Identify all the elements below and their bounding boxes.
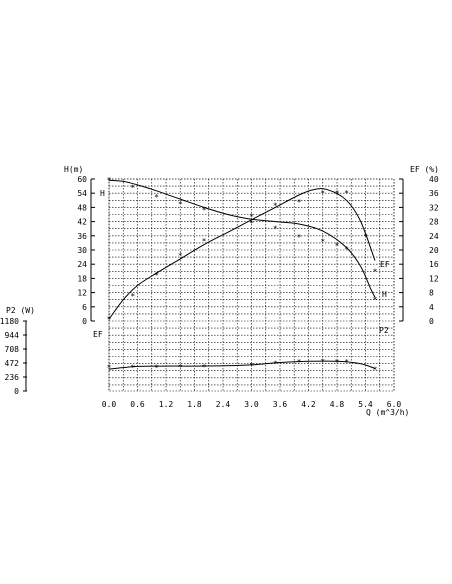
- data-point-h: *: [297, 233, 302, 242]
- head-curve-end-label: H: [382, 290, 387, 299]
- power-axis-title: P2 (W): [6, 306, 35, 315]
- efficiency-axis-tick-label: 36: [429, 189, 439, 198]
- efficiency-axis-tick-label: 12: [429, 274, 439, 283]
- x-axis-tick-label: 1.2: [159, 400, 174, 409]
- series-line-ef: [108, 188, 376, 320]
- data-point-ef: *: [178, 251, 183, 260]
- head-axis-tick-label: 12: [77, 289, 87, 298]
- head-axis-tick-label: 54: [77, 189, 87, 198]
- power-axis-tick-label: 708: [5, 345, 20, 354]
- data-point-ef: *: [202, 237, 207, 246]
- data-point-h: *: [373, 296, 378, 305]
- efficiency-axis-tick-label: 20: [429, 246, 439, 255]
- data-point-p2: *: [107, 364, 112, 373]
- x-axis-tick-label: 3.0: [244, 400, 259, 409]
- power-axis-tick-label: 1180: [0, 317, 19, 326]
- grid: [108, 178, 395, 392]
- head-axis-tick-label: 24: [77, 260, 87, 269]
- data-point-h: *: [178, 200, 183, 209]
- series-line-h: [108, 179, 376, 298]
- head-axis-tick-label: 60: [77, 175, 87, 184]
- data-point-ef: *: [363, 232, 368, 241]
- data-point-p2: *: [335, 358, 340, 367]
- data-point-ef: *: [107, 315, 112, 324]
- head-axis-tick-label: 0: [82, 317, 87, 326]
- plot-frame: [108, 178, 395, 392]
- power-curve-end-label: P2: [379, 326, 389, 335]
- data-point-p2: *: [154, 363, 159, 372]
- data-point-p2: *: [202, 363, 207, 372]
- x-axis-tick-label: 0.6: [130, 400, 145, 409]
- x-axis-tick-label: 3.6: [273, 400, 288, 409]
- data-point-ef: *: [130, 292, 135, 301]
- power-axis-tick-label: 0: [14, 387, 19, 396]
- data-point-h: *: [107, 176, 112, 185]
- efficiency-curve-start-label: EF: [93, 330, 103, 339]
- data-point-h: *: [320, 238, 325, 247]
- data-point-p2: *: [320, 358, 325, 367]
- data-point-p2: *: [344, 358, 349, 367]
- head-axis-tick-label: 30: [77, 246, 87, 255]
- data-point-p2: *: [373, 366, 378, 375]
- efficiency-axis-tick-label: 40: [429, 175, 439, 184]
- x-axis-tick-label: 2.4: [216, 400, 231, 409]
- x-axis-tick-label: 4.8: [330, 400, 345, 409]
- efficiency-axis-tick-label: 28: [429, 218, 439, 227]
- efficiency-curve-end-label: EF: [380, 260, 390, 269]
- efficiency-axis-tick-label: 24: [429, 232, 439, 241]
- data-point-ef: *: [320, 189, 325, 198]
- efficiency-axis-tick-label: 16: [429, 260, 439, 269]
- data-point-p2: *: [273, 360, 278, 369]
- data-point-ef: *: [344, 189, 349, 198]
- x-axis-title: Q (m^3/h): [366, 408, 409, 417]
- data-point-ef: *: [154, 271, 159, 280]
- head-axis-tick-label: 6: [82, 303, 87, 312]
- head-axis-title: H(m): [64, 165, 83, 174]
- efficiency-axis-tick-label: 4: [429, 303, 434, 312]
- data-point-ef: *: [297, 198, 302, 207]
- efficiency-axis-tick-label: 32: [429, 203, 439, 212]
- head-axis-tick-label: 48: [77, 203, 87, 212]
- data-point-h: *: [344, 245, 349, 254]
- power-axis-tick-label: 472: [5, 359, 20, 368]
- power-axis-tick-label: 944: [5, 331, 20, 340]
- axes: 0612182430364248546004812162024283236400…: [0, 175, 439, 409]
- efficiency-axis-tick-label: 8: [429, 289, 434, 298]
- data-point-p2: *: [178, 363, 183, 372]
- data-point-h: *: [154, 193, 159, 202]
- data-point-h: *: [249, 219, 254, 228]
- x-axis-tick-label: 1.8: [187, 400, 202, 409]
- data-point-ef: *: [373, 267, 378, 276]
- data-points: * * * * * * * * * * * * * * * * * * * * * * * * * * * * * * * * * * * * *: [107, 176, 378, 374]
- data-point-ef: *: [249, 212, 254, 221]
- head-axis-tick-label: 36: [77, 232, 87, 241]
- curves: [108, 179, 376, 370]
- efficiency-axis-tick-label: 0: [429, 317, 434, 326]
- data-point-h: *: [335, 241, 340, 250]
- labels: H(m) EF (%) P2 (W) Q (m^3/h) H H EF EF P…: [6, 165, 439, 417]
- x-axis-tick-label: 4.2: [301, 400, 316, 409]
- data-point-p2: *: [297, 358, 302, 367]
- head-curve-start-label: H: [100, 189, 105, 198]
- efficiency-axis-title: EF (%): [410, 165, 439, 174]
- data-point-h: *: [273, 225, 278, 234]
- data-point-p2: *: [249, 361, 254, 370]
- series-line-p2: [108, 360, 376, 370]
- x-axis-tick-label: 0.0: [102, 400, 117, 409]
- data-point-h: *: [130, 183, 135, 192]
- data-point-h: *: [202, 206, 207, 215]
- x-axis-tick-label: 6.0: [387, 400, 402, 409]
- data-point-p2: *: [130, 363, 135, 372]
- data-point-ef: *: [273, 202, 278, 211]
- head-axis-tick-label: 42: [77, 218, 87, 227]
- head-axis-tick-label: 18: [77, 274, 87, 283]
- data-point-ef: *: [335, 189, 340, 198]
- x-axis-tick-label: 5.4: [358, 400, 373, 409]
- power-axis-tick-label: 236: [5, 373, 20, 382]
